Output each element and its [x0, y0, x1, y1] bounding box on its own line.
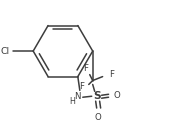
Text: S: S [93, 91, 100, 101]
Text: F: F [109, 70, 114, 79]
Text: O: O [94, 113, 101, 122]
Text: N: N [75, 92, 81, 101]
Text: F: F [79, 82, 84, 91]
Text: Cl: Cl [1, 47, 10, 56]
Text: H: H [69, 97, 75, 106]
Text: O: O [113, 91, 120, 100]
Text: F: F [83, 64, 88, 73]
